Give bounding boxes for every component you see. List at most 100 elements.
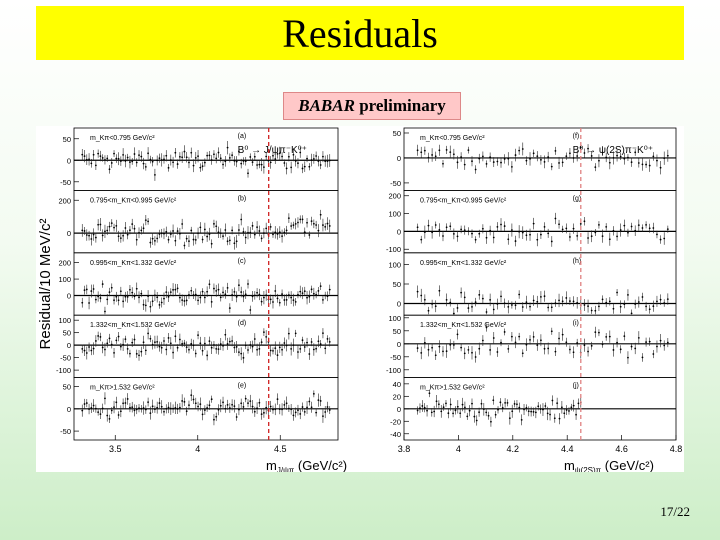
data-point	[630, 161, 633, 164]
data-point	[434, 305, 437, 308]
data-point	[420, 151, 423, 154]
y-tick-label: 50	[63, 383, 71, 392]
data-point	[113, 226, 115, 229]
data-point	[543, 347, 546, 350]
data-point	[101, 283, 104, 285]
data-point	[224, 160, 227, 163]
data-point	[540, 233, 542, 236]
y-tick-label: -100	[386, 366, 401, 375]
data-point	[326, 222, 329, 225]
data-point	[138, 231, 140, 234]
data-point	[226, 240, 229, 243]
data-point	[328, 225, 331, 227]
data-point	[306, 341, 308, 344]
data-point	[217, 231, 220, 234]
data-point	[554, 217, 557, 220]
data-point	[563, 412, 566, 415]
data-point	[594, 331, 597, 334]
data-point	[224, 293, 227, 296]
data-point	[124, 338, 127, 341]
data-point	[183, 400, 186, 403]
data-point	[163, 232, 165, 235]
data-point	[94, 407, 97, 410]
panel-tag: (j)	[573, 383, 579, 390]
data-point	[452, 412, 454, 415]
data-point	[416, 409, 419, 412]
data-point	[124, 160, 127, 162]
data-point	[147, 152, 149, 155]
data-point	[188, 240, 190, 243]
data-point	[215, 289, 218, 292]
data-point	[440, 410, 443, 413]
data-point	[165, 407, 168, 410]
data-point	[511, 410, 514, 413]
data-point	[231, 340, 234, 342]
data-point	[253, 155, 256, 158]
data-point	[203, 342, 206, 345]
data-point	[154, 239, 156, 242]
data-point	[142, 341, 145, 344]
data-point	[124, 227, 127, 229]
data-point	[194, 156, 197, 159]
panel-e: 50 0 -50 (e) m_Kπ>1.532 GeV/c²	[60, 377, 339, 441]
y-tick-label: 100	[388, 314, 401, 323]
data-point	[315, 347, 318, 350]
slide-title: Residuals	[282, 10, 438, 56]
data-point	[260, 341, 263, 344]
data-point	[104, 397, 106, 400]
data-point	[492, 399, 495, 402]
data-point	[269, 161, 272, 164]
page-number: 17/22	[660, 504, 690, 519]
data-point	[235, 295, 238, 298]
data-point	[421, 405, 424, 407]
data-point	[659, 339, 662, 342]
data-point	[106, 298, 109, 301]
data-point	[558, 299, 560, 302]
data-point	[251, 161, 254, 164]
data-point	[308, 234, 311, 236]
data-point	[178, 338, 181, 341]
data-point	[480, 402, 483, 405]
data-point	[158, 233, 161, 235]
y-tick-label: 0	[67, 229, 71, 238]
data-point	[274, 408, 277, 411]
data-point	[90, 238, 93, 240]
data-point	[213, 222, 215, 225]
data-point	[203, 409, 206, 411]
data-point	[449, 403, 452, 406]
data-point	[222, 291, 224, 294]
data-point	[99, 223, 102, 226]
data-point	[287, 332, 290, 335]
data-point	[481, 339, 484, 342]
data-point	[420, 238, 423, 241]
data-point	[260, 163, 263, 166]
data-point	[269, 349, 272, 352]
data-point	[434, 354, 437, 357]
data-point	[507, 305, 510, 308]
data-point	[188, 348, 190, 351]
data-point	[452, 153, 455, 156]
data-point	[521, 306, 524, 308]
data-point	[119, 410, 122, 413]
data-point	[605, 225, 608, 228]
data-point	[306, 157, 308, 160]
data-point	[154, 408, 156, 411]
data-point	[322, 415, 324, 418]
data-point	[83, 289, 86, 292]
data-point	[117, 299, 120, 302]
data-point	[510, 165, 513, 168]
data-point	[532, 335, 535, 338]
data-point	[190, 289, 193, 292]
data-point	[550, 165, 553, 168]
babar-brand: BABAR	[298, 96, 355, 115]
data-point	[500, 161, 502, 164]
data-point	[167, 295, 170, 298]
data-point	[197, 405, 199, 408]
data-point	[190, 229, 193, 232]
x-tick-label: 4	[456, 444, 461, 454]
data-point	[474, 238, 477, 241]
data-point	[208, 233, 211, 236]
data-point	[115, 157, 118, 160]
data-point	[163, 297, 165, 300]
data-point	[240, 291, 243, 293]
